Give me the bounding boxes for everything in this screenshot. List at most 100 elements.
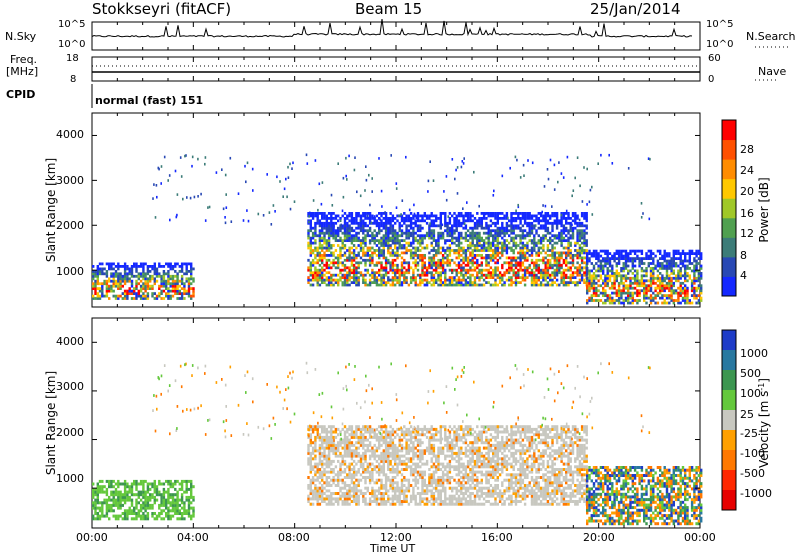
power-echo: [481, 217, 483, 220]
velocity-echo: [188, 515, 190, 518]
power-echo: [421, 269, 423, 272]
power-echo: [177, 193, 179, 196]
power-echo: [506, 244, 508, 247]
power-echo: [522, 249, 524, 252]
velocity-echo: [108, 504, 110, 507]
power-echo: [431, 271, 433, 274]
velocity-echo: [351, 476, 353, 479]
power-echo: [401, 284, 403, 287]
power-echo: [472, 252, 474, 255]
velocity-echo: [190, 515, 192, 518]
power-echo: [160, 280, 162, 283]
power-echo: [682, 262, 684, 265]
power-echo: [604, 299, 606, 302]
power-echo: [435, 215, 437, 218]
power-echo: [645, 294, 647, 297]
power-echo: [371, 281, 373, 284]
velocity-echo: [124, 496, 126, 499]
power-echo: [149, 285, 151, 288]
power-echo: [643, 270, 645, 273]
velocity-echo: [312, 431, 314, 434]
power-echo: [581, 242, 583, 245]
power-echo: [424, 257, 426, 260]
power-echo: [503, 284, 505, 287]
power-echo: [542, 284, 544, 287]
velocity-echo: [314, 425, 316, 428]
power-echo: [510, 281, 512, 284]
power-echo: [529, 271, 531, 274]
velocity-echo: [339, 495, 341, 498]
power-echo: [556, 252, 558, 255]
velocity-echo: [126, 491, 128, 494]
velocity-echo: [389, 497, 391, 500]
velocity-echo: [126, 517, 128, 520]
velocity-echo: [317, 449, 319, 452]
power-echo: [348, 234, 350, 237]
power-echo: [181, 265, 183, 268]
velocity-echo: [376, 439, 378, 442]
velocity-echo: [113, 504, 115, 507]
power-echo: [510, 212, 512, 215]
power-echo: [506, 271, 508, 274]
power-echo: [549, 261, 551, 264]
power-echo: [399, 244, 401, 247]
power-echo: [94, 282, 96, 285]
power-echo: [485, 217, 487, 220]
velocity-echo: [138, 491, 140, 494]
power-echo: [321, 281, 323, 284]
velocity-echo: [337, 473, 339, 476]
power-echo: [488, 232, 490, 235]
power-echo: [545, 271, 547, 274]
velocity-echo: [314, 428, 316, 431]
power-echo: [657, 279, 659, 282]
power-echo: [323, 222, 325, 225]
power-echo: [358, 237, 360, 240]
velocity-echo: [317, 436, 319, 439]
power-echo: [673, 255, 675, 258]
power-echo: [515, 281, 517, 284]
power-echo: [538, 269, 540, 272]
power-echo: [551, 271, 553, 274]
power-echo: [335, 215, 337, 218]
power-echo: [579, 224, 581, 227]
power-echo: [602, 257, 604, 260]
power-echo: [369, 204, 371, 207]
velocity-echo: [392, 431, 394, 434]
power-echo: [573, 189, 575, 192]
power-echo: [551, 205, 553, 208]
power-echo: [510, 264, 512, 267]
power-echo: [358, 254, 360, 257]
power-echo: [172, 277, 174, 280]
power-echo: [493, 190, 495, 193]
velocity-echo: [389, 484, 391, 487]
power-echo: [174, 275, 176, 278]
power-echo: [684, 297, 686, 300]
power-echo: [133, 263, 135, 266]
power-echo: [551, 222, 553, 225]
power-echo: [181, 270, 183, 273]
velocity-echo: [190, 517, 192, 520]
power-echo: [442, 269, 444, 272]
power-echo: [581, 252, 583, 255]
power-echo: [551, 224, 553, 227]
power-echo: [138, 295, 140, 298]
power-echo: [602, 270, 604, 273]
power-echo: [497, 259, 499, 262]
power-echo: [700, 255, 702, 258]
power-echo: [158, 287, 160, 290]
velocity-echo: [339, 489, 341, 492]
power-echo: [510, 224, 512, 227]
power-echo: [405, 242, 407, 245]
power-echo: [314, 266, 316, 269]
velocity-echo: [92, 483, 94, 486]
power-echo: [686, 272, 688, 275]
velocity-echo: [353, 436, 355, 439]
velocity-echo: [92, 515, 94, 518]
velocity-echo: [367, 431, 369, 434]
velocity-echo: [323, 449, 325, 452]
velocity-echo: [358, 471, 360, 474]
power-echo: [570, 279, 572, 282]
power-echo: [661, 297, 663, 300]
power-echo: [147, 295, 149, 298]
velocity-echo: [328, 465, 330, 468]
